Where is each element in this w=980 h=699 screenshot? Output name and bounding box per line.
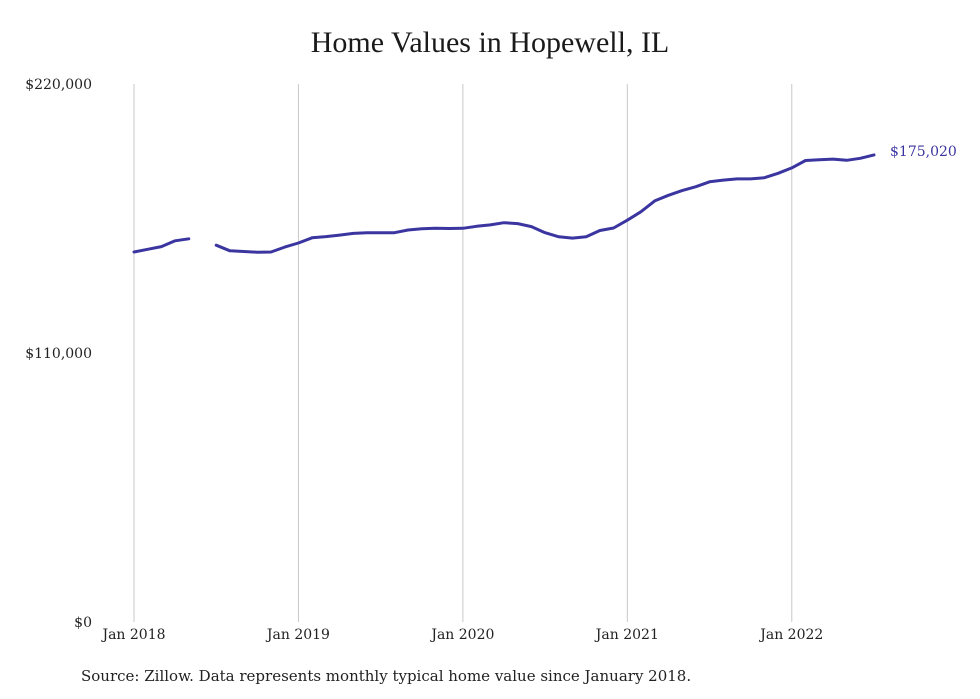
end-value-label: $175,020 (890, 144, 957, 160)
x-tick-label: Jan 2022 (758, 627, 823, 643)
series-layer (132, 153, 876, 254)
series-line (132, 237, 191, 254)
y-tick-label: $110,000 (25, 346, 92, 362)
x-tick-label: Jan 2018 (100, 627, 165, 643)
series-line (214, 153, 876, 254)
y-tick-label: $220,000 (25, 77, 92, 93)
x-tick-label: Jan 2019 (265, 627, 330, 643)
x-tick-label: Jan 2021 (594, 627, 659, 643)
source-note: Source: Zillow. Data represents monthly … (81, 667, 692, 685)
chart-title: Home Values in Hopewell, IL (310, 26, 670, 59)
y-tick-label: $0 (74, 615, 92, 631)
x-tick-label: Jan 2020 (429, 627, 494, 643)
x-axis-ticks: Jan 2018 Jan 2019 Jan 2020 Jan 2021 Jan 2022 (100, 627, 823, 643)
gridlines (133, 84, 793, 622)
y-axis-ticks: $0 $110,000 $220,000 (25, 77, 92, 631)
